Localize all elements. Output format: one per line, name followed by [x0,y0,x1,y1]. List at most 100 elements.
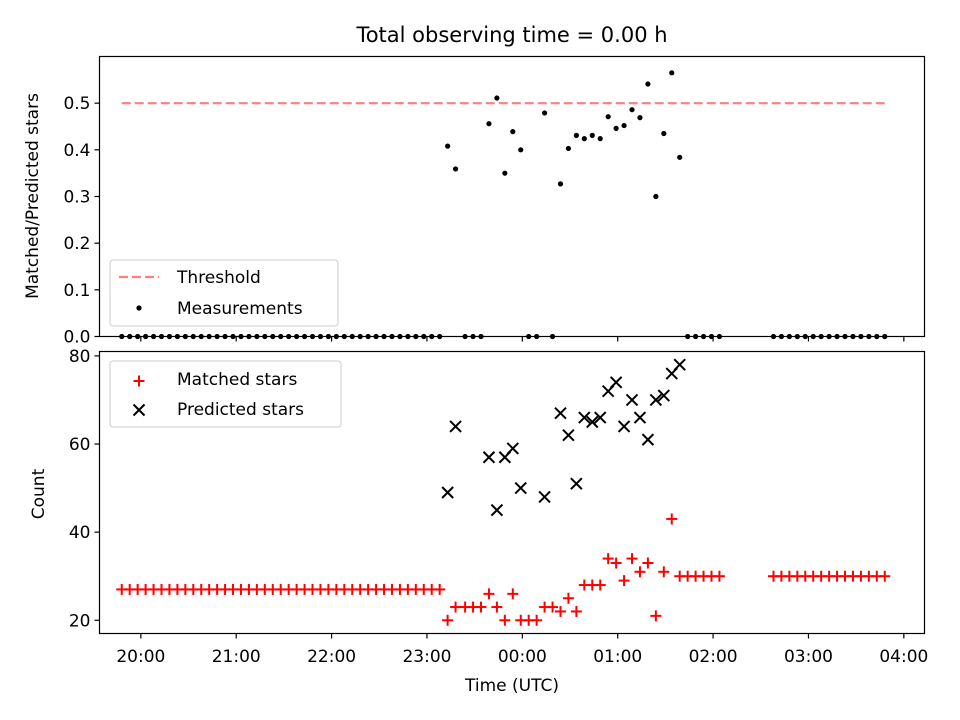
bottom-y-tick-label: 80 [69,347,91,367]
predicted-star-point [594,411,607,424]
measurement-point [621,122,627,129]
matched-star-point [507,588,519,600]
x-tick-label: 03:00 [784,647,833,667]
measurement-point [494,95,500,101]
matched-star-point [442,614,454,626]
measurement-point [589,132,595,138]
predicted-star-point [617,420,631,433]
top-y-tick-label: 0.1 [63,281,90,301]
top-y-tick-label: 0.0 [63,328,90,348]
x-tick-label: 02:00 [689,647,738,667]
x-tick-label: 20:00 [116,647,165,667]
top-y-tick-label: 0.5 [63,94,90,114]
bottom-legend: Matched stars Predicted stars [109,360,342,428]
measurement-point [541,110,548,116]
measurement-point [677,154,683,160]
predicted-star-point [578,411,591,424]
measurement-point [510,129,516,135]
top-legend-box [109,259,339,327]
predicted-star-point [649,393,663,407]
measurement-point [486,121,492,127]
predicted-star-point [441,486,454,499]
matched-star-point [491,601,503,613]
x-tick-label: 00:00 [498,647,547,667]
measurement-point [557,181,564,187]
matched-star-point [626,553,638,565]
bottom-y-axis-label: Count [29,468,49,519]
measurement-point [445,143,451,149]
bottom-legend-box [109,360,342,428]
matched-star-point [475,601,487,613]
matched-star-point [547,601,559,613]
top-y-tick-label: 0.4 [63,141,90,161]
measurement-point [645,81,651,87]
matched-star-point [554,605,566,617]
legend-threshold-label: Threshold [176,268,261,288]
top-y-tick-label: 0.3 [63,188,90,208]
predicted-star-point [570,477,583,490]
measurement-point [629,107,635,113]
matched-star-point [602,553,614,565]
measurement-point [452,166,459,172]
top-legend: Threshold Measurements [109,259,339,327]
predicted-star-point [514,481,527,495]
matched-star-point [570,605,582,617]
matched-star-point [610,557,622,569]
measurement-point [653,193,659,200]
predicted-star-point [482,451,496,464]
x-tick-label: 23:00 [402,647,451,667]
legend-measurements-swatch [136,305,142,311]
matched-star-point [562,592,574,604]
measurement-point [565,145,572,152]
legend-predicted-swatch [132,403,146,417]
predicted-star-point [490,503,504,517]
legend-matched-label: Matched stars [177,370,297,390]
predicted-star-point [562,429,575,442]
top-plot-marks [119,70,888,340]
matched-star-point [634,566,646,578]
measurement-point [597,136,603,142]
matched-star-point [499,614,511,626]
predicted-star-point [554,406,567,420]
matched-star-point [618,575,630,587]
top-y-tick-label: 0.2 [63,234,90,254]
bottom-panel: 20 40 60 80 20:00 21:00 22:00 23:00 00:00 01:00 0… [29,347,928,696]
predicted-star-point [625,393,639,407]
measurement-point [661,130,667,137]
matched-star-point [594,579,606,591]
legend-measurements-label: Measurements [177,299,303,319]
top-panel: 0.0 0.1 0.2 0.3 0.4 0.5 Matched/Predicted sta… [23,55,926,348]
bottom-axes-frame [98,350,926,635]
predicted-star-point [538,490,551,504]
matched-star-point [713,570,725,582]
matched-star-point [666,513,678,525]
predicted-star-point [633,411,647,424]
bottom-y-tick-label: 40 [69,523,91,543]
measurement-point [605,114,611,120]
measurement-point [637,115,643,121]
measurement-point [613,125,619,131]
bottom-y-tick-label: 60 [69,435,91,455]
figure-title: Total observing time = 0.00 h [355,23,667,47]
predicted-star-point [673,358,686,371]
predicted-star-point [641,433,655,446]
predicted-star-point [657,389,671,402]
predicted-star-point [609,376,623,389]
predicted-star-point [506,442,520,455]
matched-star-point [642,557,654,569]
measurement-point [573,132,579,138]
matched-star-point [450,601,462,613]
predicted-star-point [449,420,462,433]
matched-star-point [531,614,543,626]
matched-star-point [650,610,662,622]
measurement-point [669,70,675,76]
legend-matched-swatch [133,375,145,387]
x-tick-label: 01:00 [593,647,642,667]
x-tick-label: 04:00 [879,647,928,667]
legend-predicted-label: Predicted stars [177,400,304,420]
top-y-ticks: 0.0 0.1 0.2 0.3 0.4 0.5 [63,94,100,348]
matched-star-point [434,583,446,595]
top-y-axis-label: Matched/Predicted stars [23,93,43,299]
